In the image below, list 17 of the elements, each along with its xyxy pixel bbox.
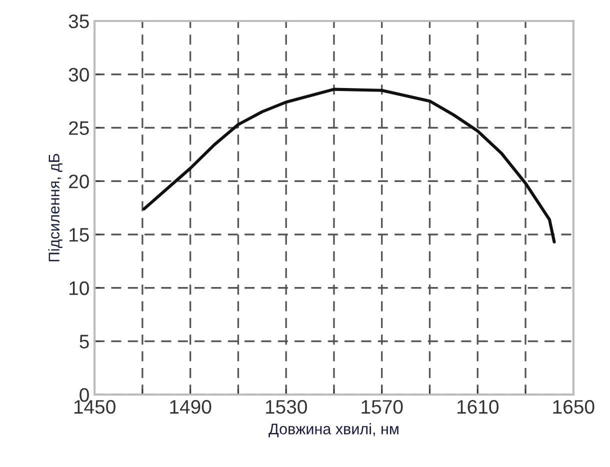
x-tick-label: 1650 bbox=[553, 400, 594, 414]
y-tick-label: 15 bbox=[70, 228, 89, 242]
y-tick-label: 25 bbox=[69, 121, 89, 135]
x-tick-label: 1610 bbox=[457, 400, 498, 414]
x-tick-label: 1450 bbox=[74, 400, 116, 414]
x-tick-label: 1530 bbox=[266, 400, 307, 414]
y-tick-label: 30 bbox=[68, 68, 89, 82]
y-tick-label: 0 bbox=[80, 388, 89, 402]
y-tick-label: 5 bbox=[80, 334, 89, 348]
y-tick-label: 10 bbox=[70, 281, 89, 296]
x-axis-title: Довжина хвилі, нм bbox=[268, 423, 398, 438]
y-axis-title: Підсилення, дБ bbox=[48, 154, 62, 262]
x-tick-label: 1570 bbox=[362, 400, 403, 414]
line-series bbox=[142, 88, 556, 244]
y-tick-label: 35 bbox=[68, 14, 89, 28]
x-tick-label: 1490 bbox=[170, 400, 212, 414]
y-tick-label: 20 bbox=[69, 174, 89, 188]
